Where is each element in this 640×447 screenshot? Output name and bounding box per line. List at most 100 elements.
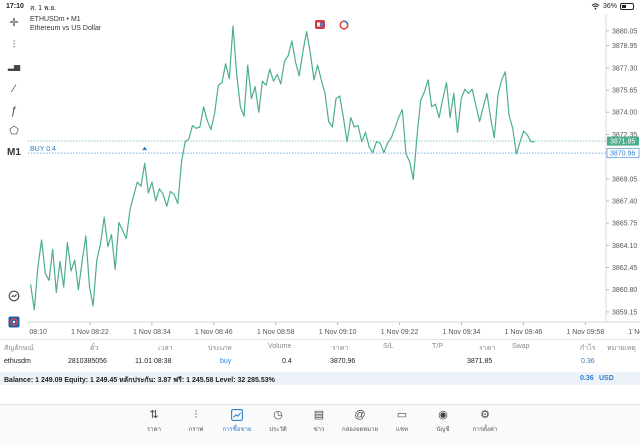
price-series-line bbox=[30, 25, 535, 311]
tab-history[interactable]: ◷ ประวัติ bbox=[259, 409, 297, 434]
signals-badge-icon[interactable] bbox=[339, 20, 349, 30]
chat-icon: ▭ bbox=[396, 409, 408, 421]
tab-label: กราฟ bbox=[188, 427, 204, 433]
y-tick-label: 3880.05 bbox=[612, 28, 637, 35]
tab-settings[interactable]: ⚙ การตั้งค่า bbox=[466, 409, 504, 434]
y-tick-label: 3872.35 bbox=[612, 132, 637, 139]
col-type: ประเภท bbox=[208, 345, 232, 352]
x-tick-label: 1 Nov 09:58 bbox=[566, 329, 604, 336]
row-type: buy bbox=[220, 358, 232, 365]
tab-quotes[interactable]: ⇅ ราคา bbox=[135, 409, 173, 434]
battery-icon bbox=[620, 3, 634, 10]
tab-label: แชท bbox=[396, 427, 408, 433]
tab-label: การซื้อขาย bbox=[222, 427, 252, 433]
tab-mailbox[interactable]: @ กล่องจดหมาย bbox=[341, 409, 379, 434]
chart-svg: 3880.05 3878.95 3877.30 3875.65 3874.00 3872.… bbox=[9, 14, 640, 336]
oneclick-trading-icon[interactable] bbox=[6, 290, 22, 304]
buy-entry-marker bbox=[142, 146, 148, 151]
settings-icon: ⚙ bbox=[480, 409, 490, 421]
y-tick-label: 3867.40 bbox=[612, 198, 637, 205]
wifi-icon bbox=[591, 3, 600, 10]
y-tick-label: 3878.95 bbox=[612, 43, 637, 50]
y-tick-label: 3874.00 bbox=[612, 110, 637, 117]
oneclick-badge-icon[interactable] bbox=[315, 20, 325, 29]
buy-price-label: 3870.96 bbox=[610, 151, 635, 158]
row-current-price: 3871.85 bbox=[467, 358, 493, 365]
function-icon[interactable]: ƒ bbox=[10, 105, 18, 117]
chart-header: ETHUSDm • M1 Ethereum vs US Dollar bbox=[30, 15, 101, 33]
battery-percent: 36% bbox=[602, 3, 617, 10]
indicators-icon[interactable]: ▂▅ bbox=[7, 62, 21, 71]
row-symbol: ethusdm bbox=[4, 358, 31, 365]
col-open-price: ราคา bbox=[332, 345, 349, 352]
chart-description: Ethereum vs US Dollar bbox=[30, 25, 102, 32]
col-symbol: สัญลักษณ์ bbox=[4, 345, 34, 352]
tab-label: บัญชี bbox=[436, 427, 450, 433]
x-tick-label: 1 Nov 09:22 bbox=[381, 329, 419, 336]
timeframe-button[interactable]: M1 bbox=[7, 147, 21, 158]
position-row[interactable]: ethusdm 2810385056 11.01 08:38 buy 0.4 3… bbox=[0, 355, 640, 369]
tab-label: การตั้งค่า bbox=[472, 427, 498, 433]
buy-position-label: BUY 0.4 bbox=[30, 146, 56, 153]
x-tick-label: 1 Nov 09:34 bbox=[443, 329, 481, 336]
status-bar: 17:10 ส. 1 พ.ย. 36% bbox=[0, 0, 640, 14]
bid-price-tag bbox=[607, 136, 639, 146]
candlestick-icon[interactable]: ⫶ bbox=[12, 39, 16, 51]
col-current-price: ราคา bbox=[479, 345, 496, 352]
chart-symbol: ETHUSDm • M1 bbox=[30, 16, 81, 23]
history-icon: ◷ bbox=[273, 409, 283, 421]
line-tool-icon[interactable]: ⁄ bbox=[13, 83, 15, 95]
balance-bar: Balance: 1 249.09 Equity: 1 249.45 หลักป… bbox=[0, 372, 640, 385]
col-sl: S/L bbox=[383, 343, 394, 350]
buy-price-tag bbox=[606, 148, 640, 158]
y-tick-label: 3860.80 bbox=[612, 287, 637, 294]
trade-icon bbox=[218, 409, 256, 422]
account-icon: ◉ bbox=[438, 409, 448, 421]
col-swap: Swap bbox=[512, 343, 530, 350]
row-time: 11.01 08:38 bbox=[135, 358, 172, 365]
tab-label: ราคา bbox=[147, 427, 161, 433]
price-chart[interactable]: 3880.05 3878.95 3877.30 3875.65 3874.00 3872.… bbox=[9, 14, 640, 339]
total-profit: 0.36 bbox=[580, 375, 594, 382]
col-ticket: ตั๋ว bbox=[90, 345, 99, 352]
battery-fill bbox=[622, 5, 626, 8]
y-tick-label: 3877.30 bbox=[612, 65, 637, 72]
y-tick-label: 3864.10 bbox=[612, 243, 637, 250]
y-tick-label: 3859.15 bbox=[612, 309, 637, 316]
tab-chart[interactable]: ⫶ กราฟ bbox=[177, 409, 215, 434]
tab-trade[interactable]: การซื้อขาย bbox=[218, 409, 256, 434]
y-tick-label: 3865.75 bbox=[612, 221, 637, 228]
row-open-price: 3870.96 bbox=[330, 358, 356, 365]
shapes-icon[interactable]: ⬠ bbox=[9, 125, 19, 137]
x-tick-label: 1 Nov 08:46 bbox=[195, 329, 233, 336]
row-profit: 0.36 bbox=[581, 358, 595, 365]
status-time: 17:10 bbox=[6, 3, 24, 10]
x-tick-label: 1 Nov 08:22 bbox=[71, 329, 109, 336]
status-date: ส. 1 พ.ย. bbox=[30, 5, 57, 12]
tab-label: กล่องจดหมาย bbox=[341, 427, 379, 433]
col-comment: หมายเหตุ bbox=[607, 345, 636, 352]
bottom-tab-bar: ⇅ ราคา ⫶ กราฟ การซื้อขาย ◷ ประวัติ ▤ ข่า… bbox=[0, 404, 640, 447]
y-tick-label: 3862.45 bbox=[612, 265, 637, 272]
quotes-icon: ⇅ bbox=[149, 409, 159, 421]
col-tp: T/P bbox=[432, 343, 443, 350]
tab-news[interactable]: ▤ ข่าว bbox=[300, 409, 338, 434]
tab-label: ประวัติ bbox=[269, 427, 287, 433]
status-right: 36% bbox=[591, 3, 634, 10]
bid-price-label: 3871.85 bbox=[610, 139, 635, 146]
news-icon: ▤ bbox=[313, 409, 325, 421]
chart-toolbar: ✛ ⫶ ▂▅ ⁄ ƒ ⬠ M1 bbox=[0, 14, 28, 339]
tab-chat[interactable]: ▭ แชท bbox=[383, 409, 421, 434]
positions-table-header: สัญลักษณ์ ตั๋ว เวลา ประเภท Volume ราคา S… bbox=[0, 339, 640, 353]
x-tick-label: 1 Nov 08:58 bbox=[257, 329, 295, 336]
y-tick-label: 3869.05 bbox=[612, 176, 637, 183]
y-tick-label: 3875.65 bbox=[612, 87, 637, 94]
col-profit: กำไร bbox=[580, 345, 596, 352]
row-ticket: 2810385056 bbox=[68, 358, 107, 365]
chart-icon: ⫶ bbox=[194, 409, 198, 421]
crosshair-icon[interactable]: ✛ bbox=[9, 17, 19, 29]
x-tick-label: 1 Nov 10:10 bbox=[628, 329, 640, 336]
tab-account[interactable]: ◉ บัญชี bbox=[424, 409, 462, 434]
signal-icon[interactable] bbox=[6, 316, 22, 330]
col-time: เวลา bbox=[158, 345, 173, 352]
